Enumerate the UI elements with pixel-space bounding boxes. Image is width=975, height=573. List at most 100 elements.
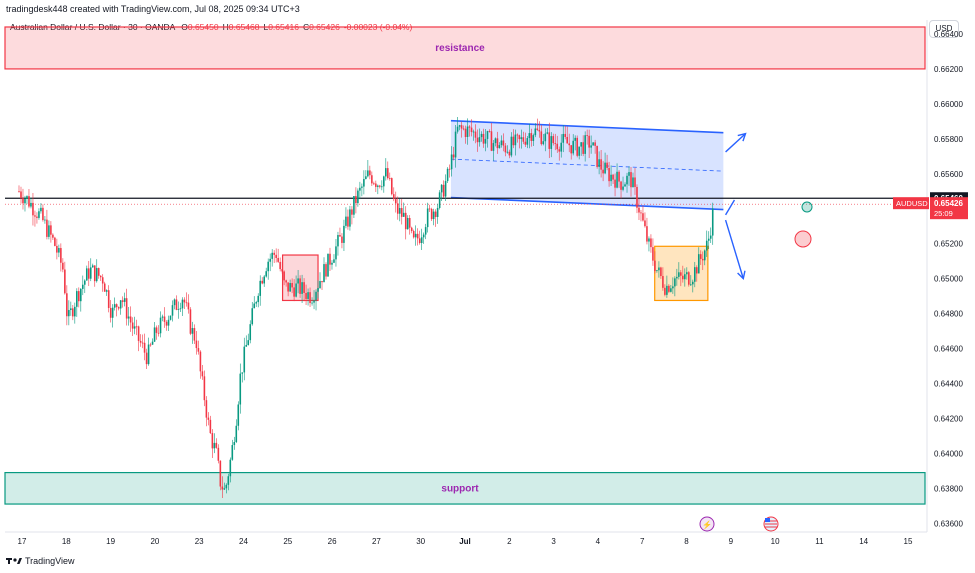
chart-caption: tradingdesk448 created with TradingView.… <box>6 4 300 14</box>
channel-top-line <box>450 119 724 134</box>
candle-body <box>510 136 513 156</box>
candle-body <box>462 128 465 130</box>
candle-body <box>42 207 44 221</box>
x-tick-label: 26 <box>328 537 337 546</box>
candle-body <box>385 168 387 177</box>
candle-body <box>612 174 614 180</box>
current-price-tag <box>930 197 968 220</box>
candle-body <box>670 288 672 292</box>
candle-body <box>572 140 574 154</box>
candle-body <box>606 162 608 169</box>
candle-body <box>624 184 626 187</box>
candle-body <box>690 284 692 286</box>
event-icon-glyph: ⚡ <box>702 520 712 530</box>
candle-body <box>91 265 94 268</box>
candle-body <box>203 376 206 401</box>
candle-body <box>62 262 64 270</box>
candle-body <box>422 234 425 238</box>
candle-body <box>227 476 230 485</box>
candle-body <box>74 306 76 317</box>
candle-body <box>359 187 361 191</box>
candle-body <box>337 235 339 247</box>
candle-body <box>34 215 36 217</box>
candle-body <box>81 284 84 289</box>
candle-body <box>40 207 42 212</box>
candle-body <box>684 274 686 280</box>
candle-body <box>72 308 74 317</box>
candle-body <box>534 128 537 136</box>
candle-body <box>247 340 250 345</box>
candle-body <box>253 303 256 309</box>
candle-body <box>217 447 220 461</box>
candle-body <box>335 246 337 260</box>
candle-body <box>175 299 178 310</box>
candle-body <box>396 203 399 214</box>
candle-body <box>377 185 379 187</box>
candle-body <box>181 299 184 309</box>
candle-body <box>383 176 385 187</box>
candle-body <box>498 145 501 149</box>
candle-body <box>177 309 180 310</box>
candle-body <box>448 168 451 170</box>
candle-body <box>394 199 397 204</box>
candle-body <box>277 257 279 262</box>
candle-body <box>464 128 467 138</box>
footer-brand: TradingView <box>25 556 75 566</box>
x-tick-label: 18 <box>62 537 71 546</box>
candle-body <box>388 178 391 179</box>
candle-body <box>179 308 182 310</box>
candle-body <box>408 217 411 228</box>
candle-body <box>89 267 92 279</box>
candle-body <box>662 276 664 288</box>
x-tick-label: 19 <box>106 537 115 546</box>
candle-body <box>103 283 106 292</box>
candle-body <box>231 445 234 460</box>
candle-body <box>139 340 142 343</box>
currency-button[interactable]: USD <box>929 20 959 38</box>
symbol-price-tag <box>893 197 929 210</box>
candle-body <box>474 131 477 138</box>
candle-body <box>570 145 572 154</box>
candle-body <box>560 142 563 152</box>
candle-body <box>28 196 30 207</box>
candle-body <box>688 272 690 285</box>
y-tick-label: 0.64400 <box>934 379 963 388</box>
candle-body <box>434 211 437 217</box>
candle-body <box>20 191 22 199</box>
candle-body <box>235 425 238 443</box>
candle-body <box>38 211 40 218</box>
candle-body <box>420 237 423 244</box>
candle-body <box>446 168 449 182</box>
candle-body <box>367 170 369 177</box>
candle-body <box>620 181 622 190</box>
candle-body <box>556 143 559 150</box>
candle-body <box>249 324 252 341</box>
candle-body <box>648 238 650 242</box>
candle-body <box>79 288 82 302</box>
candle-body <box>548 132 551 149</box>
zone-resistance <box>4 26 926 70</box>
candle-body <box>197 348 200 352</box>
candle-body <box>674 278 676 287</box>
candle-body <box>602 169 604 174</box>
candle-body <box>229 459 232 477</box>
candle-body <box>347 216 349 227</box>
candle-body <box>327 253 329 277</box>
candle-body <box>638 207 640 213</box>
candle-body <box>588 135 590 148</box>
candle-body <box>169 315 172 320</box>
candle-body <box>70 308 72 311</box>
candle-body <box>147 344 150 365</box>
candle-body <box>656 270 658 272</box>
candle-body <box>193 328 196 341</box>
flag-canton <box>765 518 770 522</box>
candle-body <box>237 404 240 426</box>
candle-body <box>365 176 367 180</box>
candle-body <box>562 133 565 143</box>
y-tick-label: 0.66200 <box>934 65 963 74</box>
candle-body <box>568 143 571 146</box>
candle-body <box>36 216 38 218</box>
x-tick-label: 14 <box>859 537 868 546</box>
x-tick-label: 24 <box>239 537 248 546</box>
